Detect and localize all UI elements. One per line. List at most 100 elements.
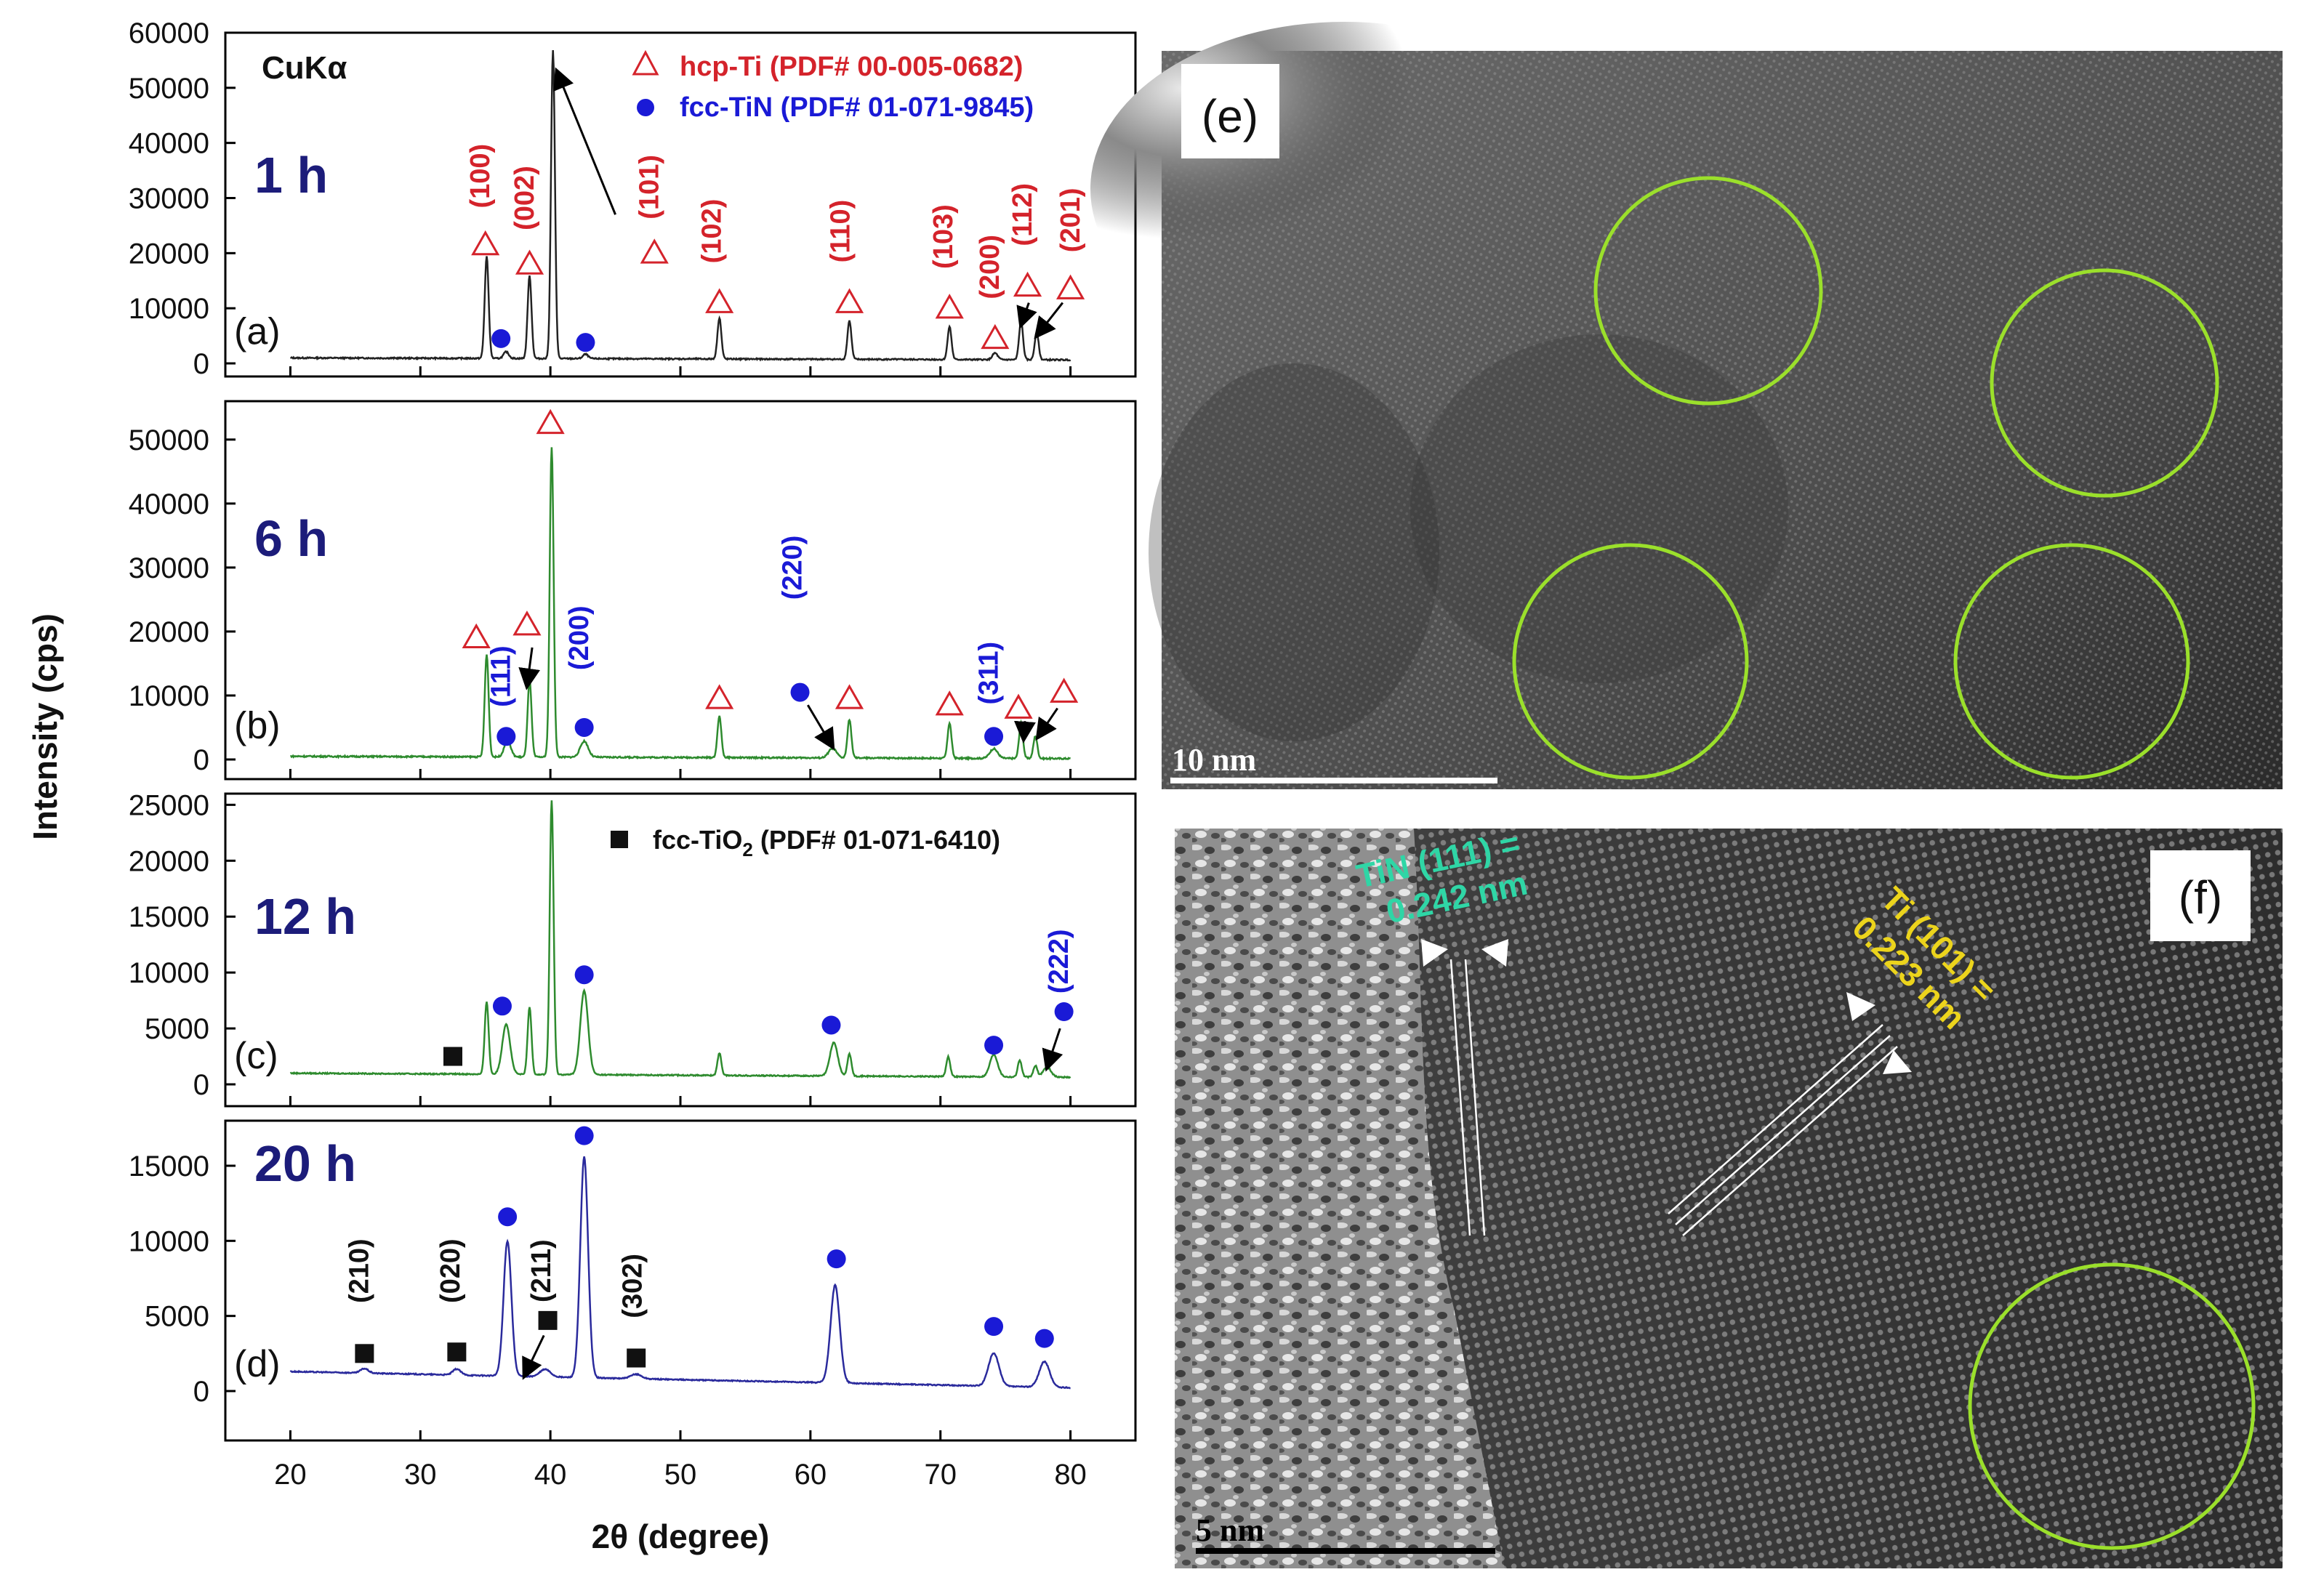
tin-marker-7 <box>984 1317 1004 1337</box>
panel-time-label: 1 h <box>254 147 328 203</box>
radiation-label: CuKα <box>262 50 347 86</box>
ti-marker-5 <box>935 690 964 716</box>
legend: hcp-Ti (PDF# 00-005-0682) fcc-TiN (PDF# 0… <box>611 49 1034 861</box>
y-tick-label: 40000 <box>129 128 209 160</box>
ti-pointer-top <box>1846 992 1875 1021</box>
y-tick-label: 50000 <box>129 424 209 456</box>
tin-marker-5 <box>574 1126 594 1145</box>
y-tick-label: 0 <box>193 1376 209 1408</box>
grain-highlight-circle <box>1990 268 2219 498</box>
y-tick-label: 0 <box>193 1069 209 1101</box>
xrd-panel-3: 0 5000 10000 15000 (d) 20 h (210) (020) (211) (30… <box>129 1119 1137 1442</box>
x-axis-title: 2θ (degree) <box>592 1518 770 1555</box>
y-tick-label: 30000 <box>129 552 209 584</box>
y-axis-title: Intensity (cps) <box>26 613 64 840</box>
tin-pointer-left <box>1421 939 1448 967</box>
peak-hkl-label: (210) <box>345 1238 375 1303</box>
tem-f-tag-box <box>2150 850 2251 941</box>
y-tick-label: 5000 <box>145 1013 209 1045</box>
ti-marker-4 <box>835 684 864 709</box>
peak-hkl-label: (100) <box>465 144 496 209</box>
y-tick-label: 60000 <box>129 17 209 49</box>
pattern-line-0 <box>290 50 1071 363</box>
tio2-marker-0 <box>355 1344 374 1363</box>
ti-marker-0 <box>462 623 491 648</box>
ti-marker-6 <box>981 323 1010 350</box>
annotation-arrow <box>806 704 835 751</box>
ti-marker-5 <box>935 294 964 319</box>
tem-e-scale-bar <box>1170 778 1497 783</box>
ti-marker-3 <box>705 684 734 709</box>
peak-hkl-label: (302) <box>617 1254 648 1318</box>
peak-hkl-label: (103) <box>928 204 959 269</box>
peak-hkl-label: (102) <box>696 199 727 264</box>
ti-marker-2 <box>536 408 565 435</box>
tem-panel-f: (f)TiN (111) =0.242 nm Ti (101) =0.223 nm… <box>1175 824 2283 1568</box>
grain-highlight-circle <box>1953 543 2190 780</box>
pattern-line-1 <box>290 447 1071 762</box>
ti-marker-3 <box>705 288 734 313</box>
x-tick-label: 50 <box>664 1459 697 1491</box>
x-tick-label: 40 <box>534 1459 567 1491</box>
y-tick-label: 15000 <box>129 901 209 933</box>
y-tick-label: 10000 <box>129 1225 209 1257</box>
peak-hkl-label: (110) <box>826 200 856 263</box>
panel-tag: (d) <box>234 1343 281 1385</box>
x-tick-label: 30 <box>404 1459 437 1491</box>
ti-marker-1 <box>515 249 544 275</box>
ti-marker-8 <box>1055 274 1085 299</box>
peak-hkl-label: (201) <box>1055 188 1086 252</box>
peak-hkl-label: (200) <box>975 235 1005 299</box>
tin-marker-11 <box>984 727 1004 746</box>
tem-e-dark-grain <box>1149 363 1439 741</box>
peak-hkl-label: (020) <box>435 1238 466 1303</box>
x-tick-label: 60 <box>795 1459 827 1491</box>
ti-marker-4 <box>835 288 864 313</box>
tio2-marker-3 <box>627 1348 646 1368</box>
ti-fringe-line <box>1675 1035 1891 1225</box>
legend-tio2-prefix: fcc-TiO <box>653 825 742 855</box>
ti-marker-1 <box>512 610 542 636</box>
legend-ti-text: hcp-Ti (PDF# 00-005-0682) <box>680 52 1023 82</box>
legend-tio2-text: fcc-TiO2 (PDF# 01-071-6410) <box>653 825 1000 861</box>
tin-marker-4 <box>984 1036 1004 1055</box>
xrd-panel-1: 0 10000 20000 30000 40000 50000 (b) 6 h (111) (20… <box>129 400 1137 781</box>
y-tick-label: 20000 <box>129 238 209 270</box>
tem-panel-e: (e) 10 nm <box>1090 22 2283 789</box>
annotation-arrow <box>518 647 541 690</box>
tin-marker-2 <box>574 965 594 985</box>
tin-fringe-line <box>1464 959 1486 1236</box>
xrd-panel-0: 0 10000 20000 30000 40000 50000 60000 (a) 1 h (10… <box>129 17 1137 380</box>
grain-highlight-circle <box>1593 176 1823 406</box>
panel-tag: (b) <box>234 705 281 747</box>
y-tick-label: 0 <box>193 744 209 776</box>
ti-pointer-bottom <box>1883 1050 1912 1074</box>
y-tick-label: 0 <box>193 348 209 380</box>
tem-f-tag: (f) <box>2179 871 2222 924</box>
grain-highlight-circle <box>1512 543 1749 780</box>
legend-triangle <box>632 49 659 76</box>
ti-marker-2 <box>640 238 669 264</box>
y-tick-label: 25000 <box>129 789 209 821</box>
peak-hkl-label: (311) <box>973 642 1004 705</box>
y-tick-label: 10000 <box>129 680 209 712</box>
ti-marker-0 <box>471 230 500 256</box>
tem-e-scale-label: 10 nm <box>1172 742 1256 778</box>
tem-f-scale-bar <box>1196 1548 1495 1554</box>
x-tick-label: 80 <box>1054 1459 1087 1491</box>
ti-fringe-line <box>1668 1024 1883 1214</box>
annotation-arrow <box>1013 720 1036 743</box>
tin-pointer-right <box>1481 939 1508 967</box>
peak-hkl-label: (111) <box>486 645 517 707</box>
peak-hkl-label: (101) <box>635 155 665 219</box>
annotation-arrow <box>1034 302 1064 339</box>
tio2-marker-2 <box>538 1310 558 1330</box>
ti-fringe-line <box>1682 1046 1898 1236</box>
tio2-marker-0 <box>443 1047 462 1066</box>
panel-time-label: 12 h <box>254 888 356 945</box>
y-tick-label: 5000 <box>145 1301 209 1333</box>
legend-tin-text: fcc-TiN (PDF# 01-071-9845) <box>680 92 1034 123</box>
tin-marker-6 <box>827 1249 846 1269</box>
y-tick-label: 10000 <box>129 293 209 325</box>
